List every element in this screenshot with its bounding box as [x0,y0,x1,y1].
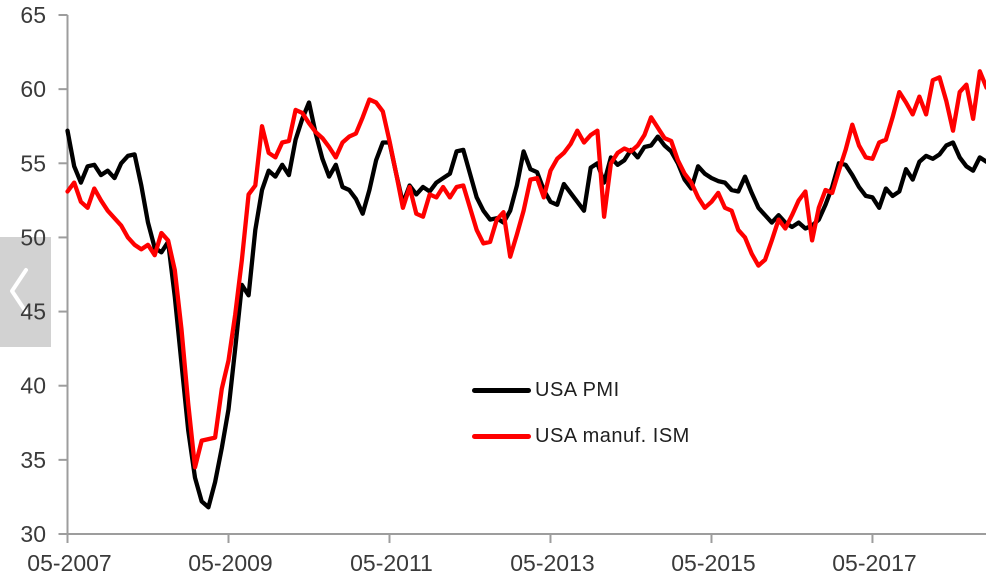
legend-label-usa-manuf-ism: USA manuf. ISM [535,425,690,447]
x-tick-label: 05-2009 [188,550,272,576]
chevron-left-icon [0,237,51,347]
y-tick-label: 35 [20,447,46,473]
x-tick-label: 05-2015 [671,550,755,576]
prev-button-background [0,237,51,347]
x-tick-label: 05-2017 [832,550,916,576]
legend-item-usa-pmi: USA PMI [472,378,690,402]
legend-swatch-usa-manuf-ism [472,433,531,439]
legend-swatch-usa-pmi [472,387,531,393]
legend-item-usa-manuf-ism: USA manuf. ISM [472,424,690,448]
series-line-usa-manuf-ism [65,69,986,470]
legend-label-usa-pmi: USA PMI [535,379,620,401]
y-tick-label: 50 [20,224,46,250]
chevron-left-glyph [10,268,28,314]
y-tick-label: 30 [20,521,46,547]
y-tick-label: 65 [20,2,46,28]
y-tick-label: 40 [20,373,46,399]
x-tick-label: 05-2013 [510,550,594,576]
y-tick-label: 45 [20,299,46,325]
y-tick-label: 60 [20,76,46,102]
y-tick-label: 55 [20,150,46,176]
x-tick-label: 05-2007 [27,550,111,576]
x-tick-label: 05-2011 [350,550,433,576]
legend: USA PMI USA manuf. ISM [472,378,690,470]
prev-button[interactable] [0,237,51,347]
